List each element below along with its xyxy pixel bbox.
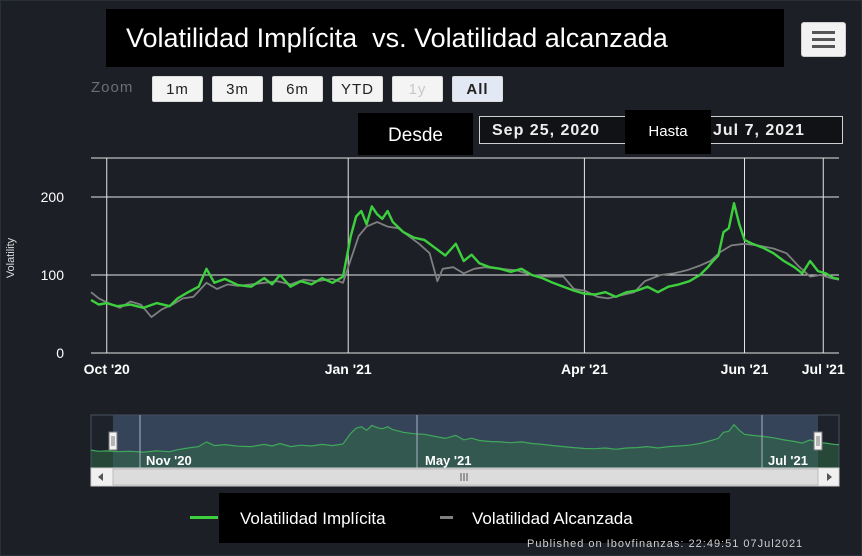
credit-text: Published on Ibovfinanzas: 22:49:51 07Ju… <box>527 538 804 550</box>
chart-series <box>90 202 840 318</box>
navigator-handle[interactable] <box>108 431 118 451</box>
chart-title: Volatilidad Implícita vs. Volatilidad al… <box>106 9 784 67</box>
chart-grid <box>91 157 839 354</box>
navigator: Nov '20 May '21 Jul '21 <box>90 414 840 487</box>
navigator-label: May '21 <box>425 453 471 468</box>
navigator-line <box>90 423 840 453</box>
series-line-implied <box>90 202 840 309</box>
legend-box <box>219 493 730 543</box>
chart-axes: 0 100 200 Oct '20 Jan '21 Apr '21 Jun '21 Jul '… <box>41 189 845 377</box>
scroll-right-arrow-icon[interactable] <box>827 473 832 481</box>
legend-implied-label[interactable]: Volatilidad Implícita <box>240 509 386 528</box>
navigator-label: Jul '21 <box>768 453 808 468</box>
x-tick-label: Apr '21 <box>561 361 608 377</box>
navigator-area <box>91 424 839 468</box>
to-date-label: Hasta <box>625 110 711 154</box>
x-tick-label: Jan '21 <box>325 361 372 377</box>
navigator-handle[interactable] <box>813 431 823 451</box>
legend-realized-label[interactable]: Volatilidad Alcanzada <box>472 509 633 528</box>
series-line-realized <box>90 221 840 318</box>
hamburger-icon-bar <box>812 31 835 34</box>
scrollbar-thumb[interactable] <box>112 468 819 486</box>
y-tick-label: 200 <box>41 189 65 205</box>
navigator-label: Nov '20 <box>146 453 192 468</box>
zoom-1m-button[interactable]: 1m <box>152 76 203 102</box>
zoom-1y-button[interactable]: 1y <box>392 76 443 102</box>
legend-implied-swatch <box>190 516 218 519</box>
x-tick-label: Jul '21 <box>802 361 845 377</box>
zoom-label: Zoom <box>91 79 134 96</box>
x-tick-label: Jun '21 <box>721 361 769 377</box>
y-axis-label: Volatility <box>5 237 17 278</box>
zoom-3m-button[interactable]: 3m <box>212 76 263 102</box>
to-date-input[interactable]: Jul 7, 2021 <box>700 116 843 144</box>
x-tick-label: Oct '20 <box>84 361 130 377</box>
hamburger-icon-bar <box>812 45 835 48</box>
y-tick-label: 100 <box>41 267 65 283</box>
zoom-all-button[interactable]: All <box>452 76 503 102</box>
chart-menu-button[interactable] <box>801 22 846 57</box>
zoom-ytd-button[interactable]: YTD <box>332 76 383 102</box>
hamburger-icon-bar <box>812 38 835 41</box>
y-tick-label: 0 <box>56 345 64 361</box>
from-date-input[interactable]: Sep 25, 2020 <box>479 116 631 144</box>
legend-realized-swatch <box>440 516 453 519</box>
zoom-6m-button[interactable]: 6m <box>272 76 323 102</box>
scroll-left-arrow-icon[interactable] <box>98 473 103 481</box>
from-date-label: Desde <box>358 113 473 155</box>
